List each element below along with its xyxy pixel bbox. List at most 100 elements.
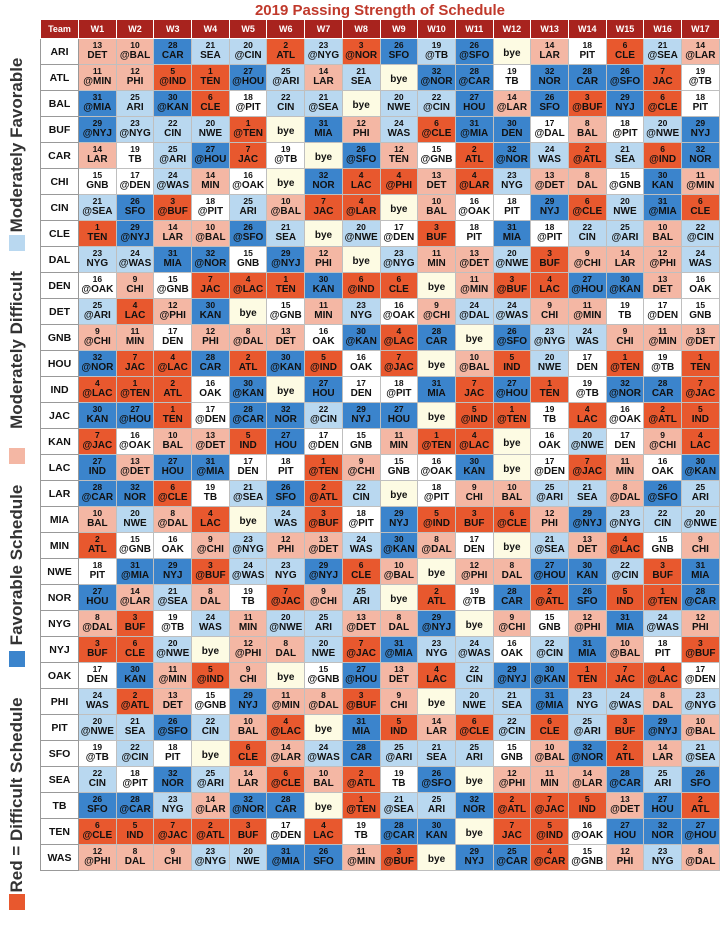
schedule-cell: 29 @NYJ — [567, 506, 607, 533]
opponent-label: KAN — [86, 414, 109, 425]
opponent-label: @TEN — [647, 596, 678, 607]
rank-value: 10 — [318, 768, 329, 778]
opponent-label: @PIT — [386, 388, 412, 399]
schedule-cell: 14 LAR — [605, 246, 645, 273]
rank-value: 15 — [281, 300, 291, 310]
schedule-cell: 15 GNB — [228, 246, 268, 273]
schedule-cell: 11 MIN — [605, 454, 645, 481]
legend-moderately-favorable-swatch — [9, 235, 25, 251]
opponent-label: @BUF — [195, 570, 226, 581]
table-row: BAL 31 @MIA 25 ARI 30 @KAN 6 CLE 18 @PIT 22 CIN 21 @SE… — [40, 90, 720, 117]
schedule-cell: 29 NYJ — [530, 194, 569, 221]
rank-value: 3 — [358, 690, 364, 700]
bye-cell: bye — [379, 480, 419, 507]
schedule-cell: 23 @NYG — [379, 246, 419, 273]
opponent-label: CAR — [651, 388, 674, 399]
opponent-label: PHI — [616, 856, 634, 867]
rank-value: 7 — [547, 794, 552, 804]
schedule-cell: 8 DAL — [643, 688, 682, 715]
rank-value: 23 — [394, 248, 404, 258]
rank-value: 21 — [657, 40, 668, 50]
header-week-7: W7 — [304, 19, 343, 39]
opponent-label: NOR — [538, 76, 561, 87]
header-week-4: W4 — [191, 19, 230, 39]
schedule-cell: 29 @NYJ — [492, 662, 532, 689]
opponent-label: @WAS — [495, 310, 529, 321]
rank-value: 22 — [507, 716, 517, 726]
opponent-label: @ATL — [120, 700, 150, 711]
opponent-label: SEA — [200, 50, 221, 61]
schedule-table: Team W1 W2 W3 W4 W5 W6 W7 W8 W9 W10 W11 W12 W13 W14 W15… — [40, 19, 720, 871]
schedule-cell: 1 TEN — [567, 662, 607, 689]
schedule-cell: 1 TEN — [191, 64, 230, 91]
schedule-cell: 20 NWE — [304, 636, 343, 663]
rank-value: 27 — [507, 378, 517, 388]
schedule-cell: 12 @PHI — [78, 844, 117, 871]
schedule-cell: 24 WAS — [341, 532, 381, 559]
schedule-cell: 24 @DAL — [454, 298, 494, 325]
rank-value: 13 — [167, 690, 178, 700]
schedule-cell: 3 BUF — [78, 636, 117, 663]
schedule-cell: 25 @ARI — [78, 298, 117, 325]
opponent-label: ATL — [464, 154, 484, 165]
opponent-label: GNB — [387, 466, 410, 477]
schedule-cell: 4 LAC — [417, 662, 456, 689]
schedule-cell: 27 IND — [78, 454, 117, 481]
rank-value: 15 — [695, 300, 706, 310]
opponent-label: @BUF — [572, 102, 603, 113]
rank-value: 31 — [167, 248, 178, 258]
opponent-label: ATL — [238, 362, 258, 373]
rank-value: 13 — [205, 430, 216, 440]
schedule-cell: 21 SEA — [341, 64, 381, 91]
schedule-cell: 27 HOU — [78, 584, 117, 611]
rank-value: 26 — [356, 144, 366, 154]
schedule-cell: 18 @PIT — [605, 116, 645, 143]
schedule-cell: 29 @NYJ — [115, 220, 155, 247]
header-week-17: W17 — [681, 19, 720, 39]
opponent-label: DEN — [162, 336, 184, 347]
schedule-cell: 24 WAS — [191, 610, 230, 637]
opponent-label: SFO — [388, 50, 410, 61]
opponent-label: OAK — [312, 336, 335, 347]
schedule-cell: 29 NYJ — [454, 844, 494, 871]
schedule-cell: 20 @NWE — [266, 610, 306, 637]
schedule-cell: 3 @BUF — [379, 844, 419, 871]
rank-value: 3 — [208, 560, 213, 570]
rank-value: 12 — [695, 612, 706, 622]
opponent-label: @DET — [120, 466, 150, 477]
bye-label: bye — [314, 229, 333, 241]
rank-value: 3 — [471, 508, 477, 518]
schedule-cell: 16 @OAK — [78, 272, 117, 299]
rank-value: 23 — [167, 794, 178, 804]
rank-value: 12 — [318, 248, 329, 258]
rank-value: 31 — [544, 690, 555, 700]
opponent-label: MIN — [314, 310, 333, 321]
opponent-label: NYG — [350, 310, 372, 321]
opponent-label: ARI — [427, 804, 446, 815]
opponent-label: @NOR — [495, 154, 528, 165]
opponent-label: @CLE — [459, 726, 490, 737]
bye-cell: bye — [417, 350, 456, 377]
schedule-cell: 23 NYG — [492, 168, 532, 195]
opponent-label: SEA — [124, 726, 146, 737]
opponent-label: @DAL — [232, 336, 264, 347]
schedule-cell: 22 CIN — [153, 116, 193, 143]
rank-value: 21 — [582, 482, 593, 492]
schedule-cell: 27 HOU — [266, 428, 306, 455]
schedule-cell: 13 DET — [153, 688, 193, 715]
schedule-cell: 21 SEA — [605, 142, 645, 169]
rank-value: 18 — [695, 92, 706, 102]
opponent-label: @NYG — [307, 50, 340, 61]
opponent-label: NYG — [576, 700, 599, 711]
opponent-label: LAC — [577, 414, 598, 425]
schedule-cell: 21 @SEA — [228, 480, 268, 507]
opponent-label: NYJ — [238, 700, 258, 711]
opponent-label: @CLE — [270, 778, 301, 789]
opponent-label: @GNB — [119, 544, 152, 555]
rank-value: 1 — [358, 794, 364, 804]
opponent-label: @MIA — [83, 102, 112, 113]
rank-value: 5 — [132, 820, 138, 830]
opponent-label: JAC — [464, 388, 485, 399]
schedule-cell: 14 LAR — [417, 714, 456, 741]
rank-value: 12 — [92, 846, 103, 856]
